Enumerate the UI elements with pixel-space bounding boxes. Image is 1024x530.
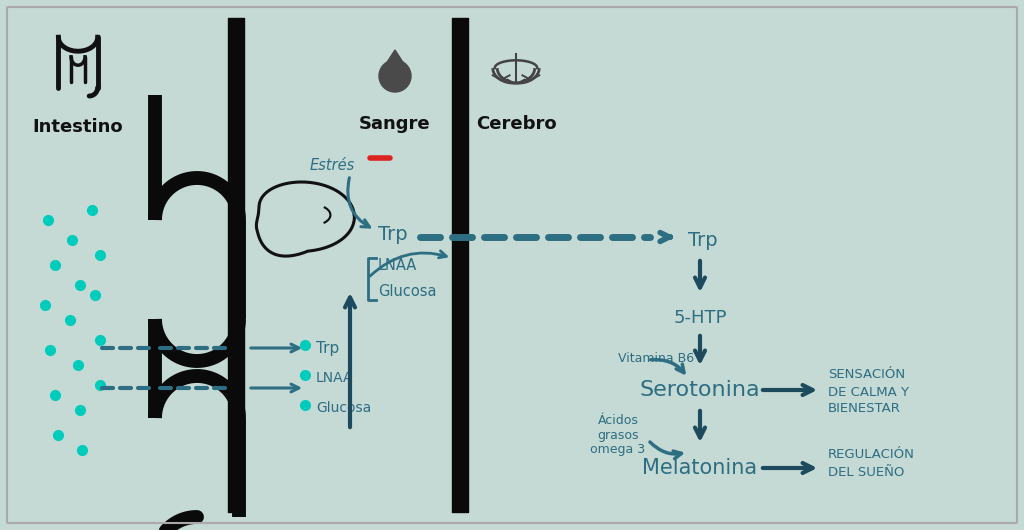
Text: REGULACIÓN: REGULACIÓN	[828, 448, 914, 462]
Text: LNAA: LNAA	[316, 371, 353, 385]
Text: 5-HTP: 5-HTP	[673, 309, 727, 327]
Text: Cerebro: Cerebro	[476, 115, 556, 133]
Polygon shape	[382, 50, 408, 70]
Text: DEL SUEÑO: DEL SUEÑO	[828, 465, 904, 479]
Text: SENSACIÓN: SENSACIÓN	[828, 368, 905, 382]
Text: Intestino: Intestino	[33, 118, 123, 136]
Text: Serotonina: Serotonina	[640, 380, 760, 400]
Text: BIENESTAR: BIENESTAR	[828, 402, 901, 416]
Text: Melatonina: Melatonina	[642, 458, 758, 478]
Text: Ácidos
grasos
omega 3: Ácidos grasos omega 3	[591, 413, 645, 456]
Text: Vitamina B6: Vitamina B6	[618, 351, 694, 365]
Text: Trp: Trp	[378, 225, 408, 244]
Text: Glucosa: Glucosa	[316, 401, 372, 415]
Text: Glucosa: Glucosa	[378, 285, 436, 299]
Text: LNAA: LNAA	[378, 258, 417, 272]
Circle shape	[379, 60, 411, 92]
Text: Trp: Trp	[316, 340, 339, 356]
Text: DE CALMA Y: DE CALMA Y	[828, 385, 909, 399]
Text: Estrés: Estrés	[310, 157, 355, 172]
Text: Sangre: Sangre	[359, 115, 431, 133]
Text: Trp: Trp	[688, 231, 718, 250]
